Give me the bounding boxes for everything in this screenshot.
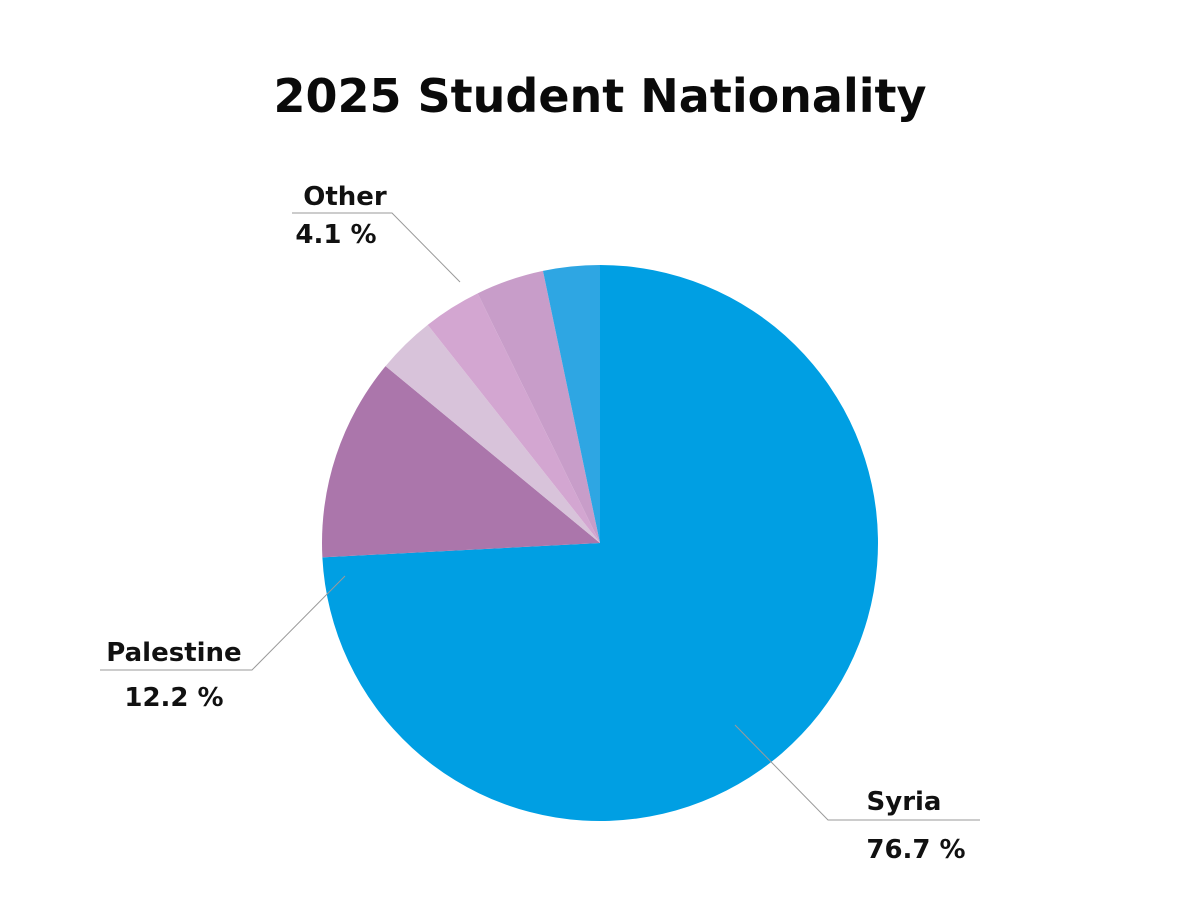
pie-slice-palestine [321, 366, 600, 558]
pie-slice-unlabeled-2 [385, 324, 600, 543]
other-value: 4.1 % [295, 220, 376, 250]
palestine-value: 12.2 % [124, 683, 223, 713]
pie-slice-unlabeled-5 [542, 265, 600, 543]
pie-slice-other [477, 270, 600, 543]
pie-slice-syria [322, 265, 878, 822]
syria-leader-line [734, 724, 980, 821]
chart-title: 2025 Student Nationality [274, 69, 927, 123]
palestine-label: Palestine [106, 638, 241, 668]
pie-slice-unlabeled-3 [427, 293, 600, 543]
other-label: Other [303, 182, 387, 212]
syria-label: Syria [867, 787, 942, 817]
syria-value: 76.7 % [866, 835, 965, 865]
pie-slices [321, 265, 878, 822]
palestine-leader-line [100, 575, 346, 671]
other-leader-line [292, 212, 461, 283]
